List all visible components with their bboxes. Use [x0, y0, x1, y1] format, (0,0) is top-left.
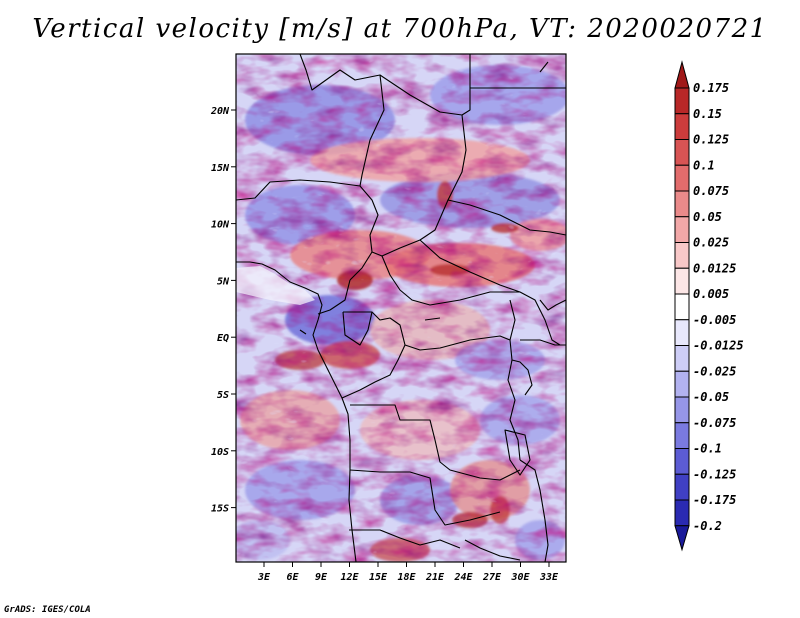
border-path: [539, 299, 566, 311]
colorbar-label: -0.0125: [693, 339, 744, 353]
border-path: [317, 279, 351, 315]
border-path: [299, 61, 549, 335]
latitude-axis: 20N 15N 10N 5N EQ 5S 10S 15S: [210, 106, 236, 515]
colorbar: 0.175 0.15 0.125 0.1 0.075 0.05 0.025 0.0125 0.0…: [674, 60, 744, 552]
border-path: [350, 404, 521, 481]
border-path: [342, 311, 373, 346]
colorbar-segment: [674, 396, 690, 424]
colorbar-label: -0.025: [693, 364, 736, 378]
border-path: [236, 179, 379, 281]
lon-tick-label: 3E: [257, 572, 271, 583]
colorbar-bottom-triangle: [674, 525, 690, 552]
colorbar-label: 0.025: [693, 236, 729, 250]
colorbar-segment: [674, 139, 690, 166]
border-path: [461, 54, 471, 116]
colorbar-segment: [674, 499, 690, 527]
colorbar-label: 0.15: [693, 107, 722, 121]
colorbar-segment: [674, 345, 690, 372]
border-path: [464, 539, 521, 561]
border-path: [381, 255, 520, 306]
colorbar-label: 0.05: [693, 210, 722, 224]
colorbar-segment: [674, 242, 690, 269]
lon-tick-label: 18E: [397, 572, 416, 583]
lake-outline: [504, 429, 531, 476]
velocity-field: [236, 54, 566, 562]
colorbar-segment: [674, 473, 690, 501]
lon-tick-label: 9E: [315, 572, 328, 583]
colorbar-label: 0.175: [693, 81, 729, 95]
lon-tick-label: 21E: [425, 572, 445, 583]
colorbar-segment: [674, 448, 690, 475]
colorbar-segment: [674, 87, 690, 115]
colorbar-label: 0.075: [693, 184, 729, 198]
colorbar-segment: [674, 216, 690, 243]
border-path: [349, 529, 461, 549]
plot-frame: [235, 53, 567, 563]
grads-credit: GrADS: IGES/COLA: [4, 605, 91, 615]
colorbar-label: -0.075: [693, 416, 736, 430]
lat-tick-label: EQ: [217, 333, 229, 344]
lat-tick-label: 15N: [211, 163, 230, 174]
lat-tick-label: 5S: [217, 390, 229, 401]
coastline-path: [236, 261, 357, 562]
colorbar-top-triangle: [674, 60, 690, 89]
border-path: [404, 335, 511, 351]
border-path: [349, 469, 501, 526]
lat-tick-label: 5N: [217, 276, 230, 287]
lat-tick-label: 15S: [211, 504, 229, 515]
lon-tick-label: 12E: [340, 572, 359, 583]
colorbar-label: 0.125: [693, 133, 729, 147]
lon-tick-label: 6E: [286, 572, 299, 583]
lon-tick-label: 24E: [453, 572, 473, 583]
colorbar-segment: [674, 293, 690, 321]
colorbar-segment: [674, 319, 690, 346]
lon-tick-label: 15E: [369, 572, 388, 583]
colorbar-segment: [674, 267, 690, 295]
country-borders: [236, 54, 566, 562]
lon-tick-label: 33E: [539, 572, 559, 583]
colorbar-label: -0.125: [693, 467, 736, 481]
border-path: [507, 299, 521, 461]
border-path: [511, 359, 533, 396]
lon-tick-label: 27E: [482, 572, 502, 583]
border-path: [359, 74, 385, 187]
border-path: [520, 339, 566, 346]
ocean-patch: [236, 266, 315, 305]
colorbar-label: -0.05: [693, 390, 729, 404]
lat-tick-label: 20N: [210, 106, 230, 117]
colorbar-segment: [674, 190, 690, 218]
longitude-axis: 3E 6E 9E 12E 15E 18E 21E 24E 27E 30E 33E: [257, 562, 559, 583]
colorbar-segment: [674, 164, 690, 192]
lat-tick-label: 10S: [211, 447, 229, 458]
lon-tick-label: 30E: [510, 572, 530, 583]
colorbar-segment: [674, 370, 690, 398]
colorbar-label: -0.1: [693, 442, 722, 456]
colorbar-label: 0.005: [693, 287, 729, 301]
border-path: [447, 199, 566, 236]
map-title: Vertical velocity [m/s] at 700hPa, VT: 2…: [32, 14, 768, 44]
colorbar-label: -0.175: [693, 493, 736, 507]
field-texture-blue: [236, 54, 566, 562]
colorbar-segment: [674, 113, 690, 140]
colorbar-label: 0.0125: [693, 261, 736, 275]
lat-tick-label: 10N: [211, 220, 230, 231]
colorbar-label: -0.005: [693, 313, 736, 327]
border-path: [519, 459, 549, 562]
colorbar-segment: [674, 422, 690, 449]
colorbar-label: -0.2: [693, 519, 722, 533]
colorbar-label: 0.1: [693, 158, 715, 172]
